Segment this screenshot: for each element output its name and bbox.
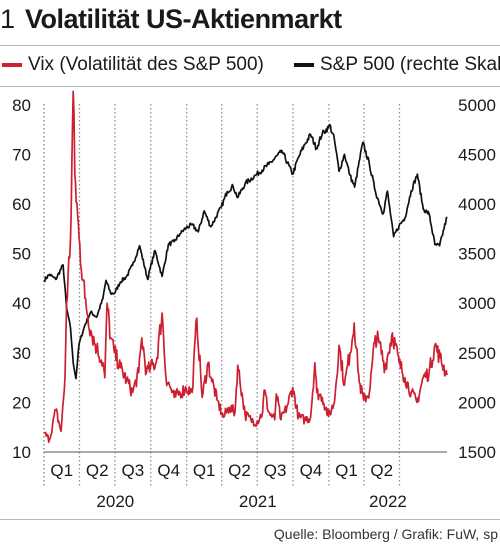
y-right-tick-2: 4000 bbox=[458, 195, 496, 214]
y-left-tick-0: 80 bbox=[12, 96, 31, 115]
y-left-tick-2: 60 bbox=[12, 195, 31, 214]
y-left-tick-3: 50 bbox=[12, 245, 31, 264]
legend-label-spx: S&P 500 (rechte Skala) bbox=[320, 54, 500, 75]
bottom-rule bbox=[0, 519, 500, 520]
legend-item-spx: S&P 500 (rechte Skala) bbox=[294, 54, 500, 76]
y-left-tick-6: 20 bbox=[12, 393, 31, 412]
series-line-spx bbox=[43, 123, 448, 380]
series-line-vix bbox=[43, 90, 448, 443]
chart-title: Volatilität US-Aktienmarkt bbox=[25, 4, 342, 34]
y-right-tick-1: 4500 bbox=[458, 145, 496, 164]
y-right-tick-0: 5000 bbox=[458, 96, 496, 115]
legend-item-vix: Vix (Volatilität des S&P 500) bbox=[2, 54, 264, 76]
y-left-tick-1: 70 bbox=[12, 145, 31, 164]
x-tick-label-7: Q4 bbox=[300, 461, 323, 480]
x-tick-label-2: Q3 bbox=[122, 461, 145, 480]
x-tick-label-9: Q2 bbox=[370, 461, 393, 480]
x-tick-label-0: Q1 bbox=[50, 461, 73, 480]
y-right-tick-7: 1500 bbox=[458, 443, 496, 462]
plot-area: Q1 Q2 Q3 Q4 Q1 Q2 Q3 Q4 Q1 Q2 2020 2021 2022 80 70 60 50… bbox=[12, 90, 496, 511]
legend-rule bbox=[0, 86, 500, 87]
x-tick-label-8: Q1 bbox=[335, 461, 358, 480]
legend-swatch-spx bbox=[294, 63, 314, 67]
title-row: 1 Volatilität US-Aktienmarkt bbox=[0, 4, 342, 40]
source-note: Quelle: Bloomberg / Grafik: FuW, sp bbox=[273, 526, 498, 542]
x-tick-label-3: Q4 bbox=[157, 461, 180, 480]
year-label-2: 2022 bbox=[369, 492, 407, 511]
figure-number: 1 bbox=[0, 4, 16, 34]
x-tick-label-4: Q1 bbox=[193, 461, 216, 480]
year-label-0: 2020 bbox=[96, 492, 134, 511]
x-tick-label-6: Q3 bbox=[264, 461, 287, 480]
year-label-1: 2021 bbox=[239, 492, 277, 511]
y-left-tick-4: 40 bbox=[12, 294, 31, 313]
x-tick-label-5: Q2 bbox=[228, 461, 251, 480]
y-right-tick-6: 2000 bbox=[458, 393, 496, 412]
y-right-tick-3: 3500 bbox=[458, 245, 496, 264]
top-rule bbox=[0, 45, 500, 46]
legend: Vix (Volatilität des S&P 500) S&P 500 (r… bbox=[0, 54, 500, 78]
x-tick-label-1: Q2 bbox=[86, 461, 109, 480]
legend-label-vix: Vix (Volatilität des S&P 500) bbox=[28, 54, 264, 75]
y-right-tick-5: 2500 bbox=[458, 344, 496, 363]
y-right-tick-4: 3000 bbox=[458, 294, 496, 313]
y-left-tick-5: 30 bbox=[12, 344, 31, 363]
y-left-tick-7: 10 bbox=[12, 443, 31, 462]
legend-swatch-vix bbox=[2, 63, 22, 67]
